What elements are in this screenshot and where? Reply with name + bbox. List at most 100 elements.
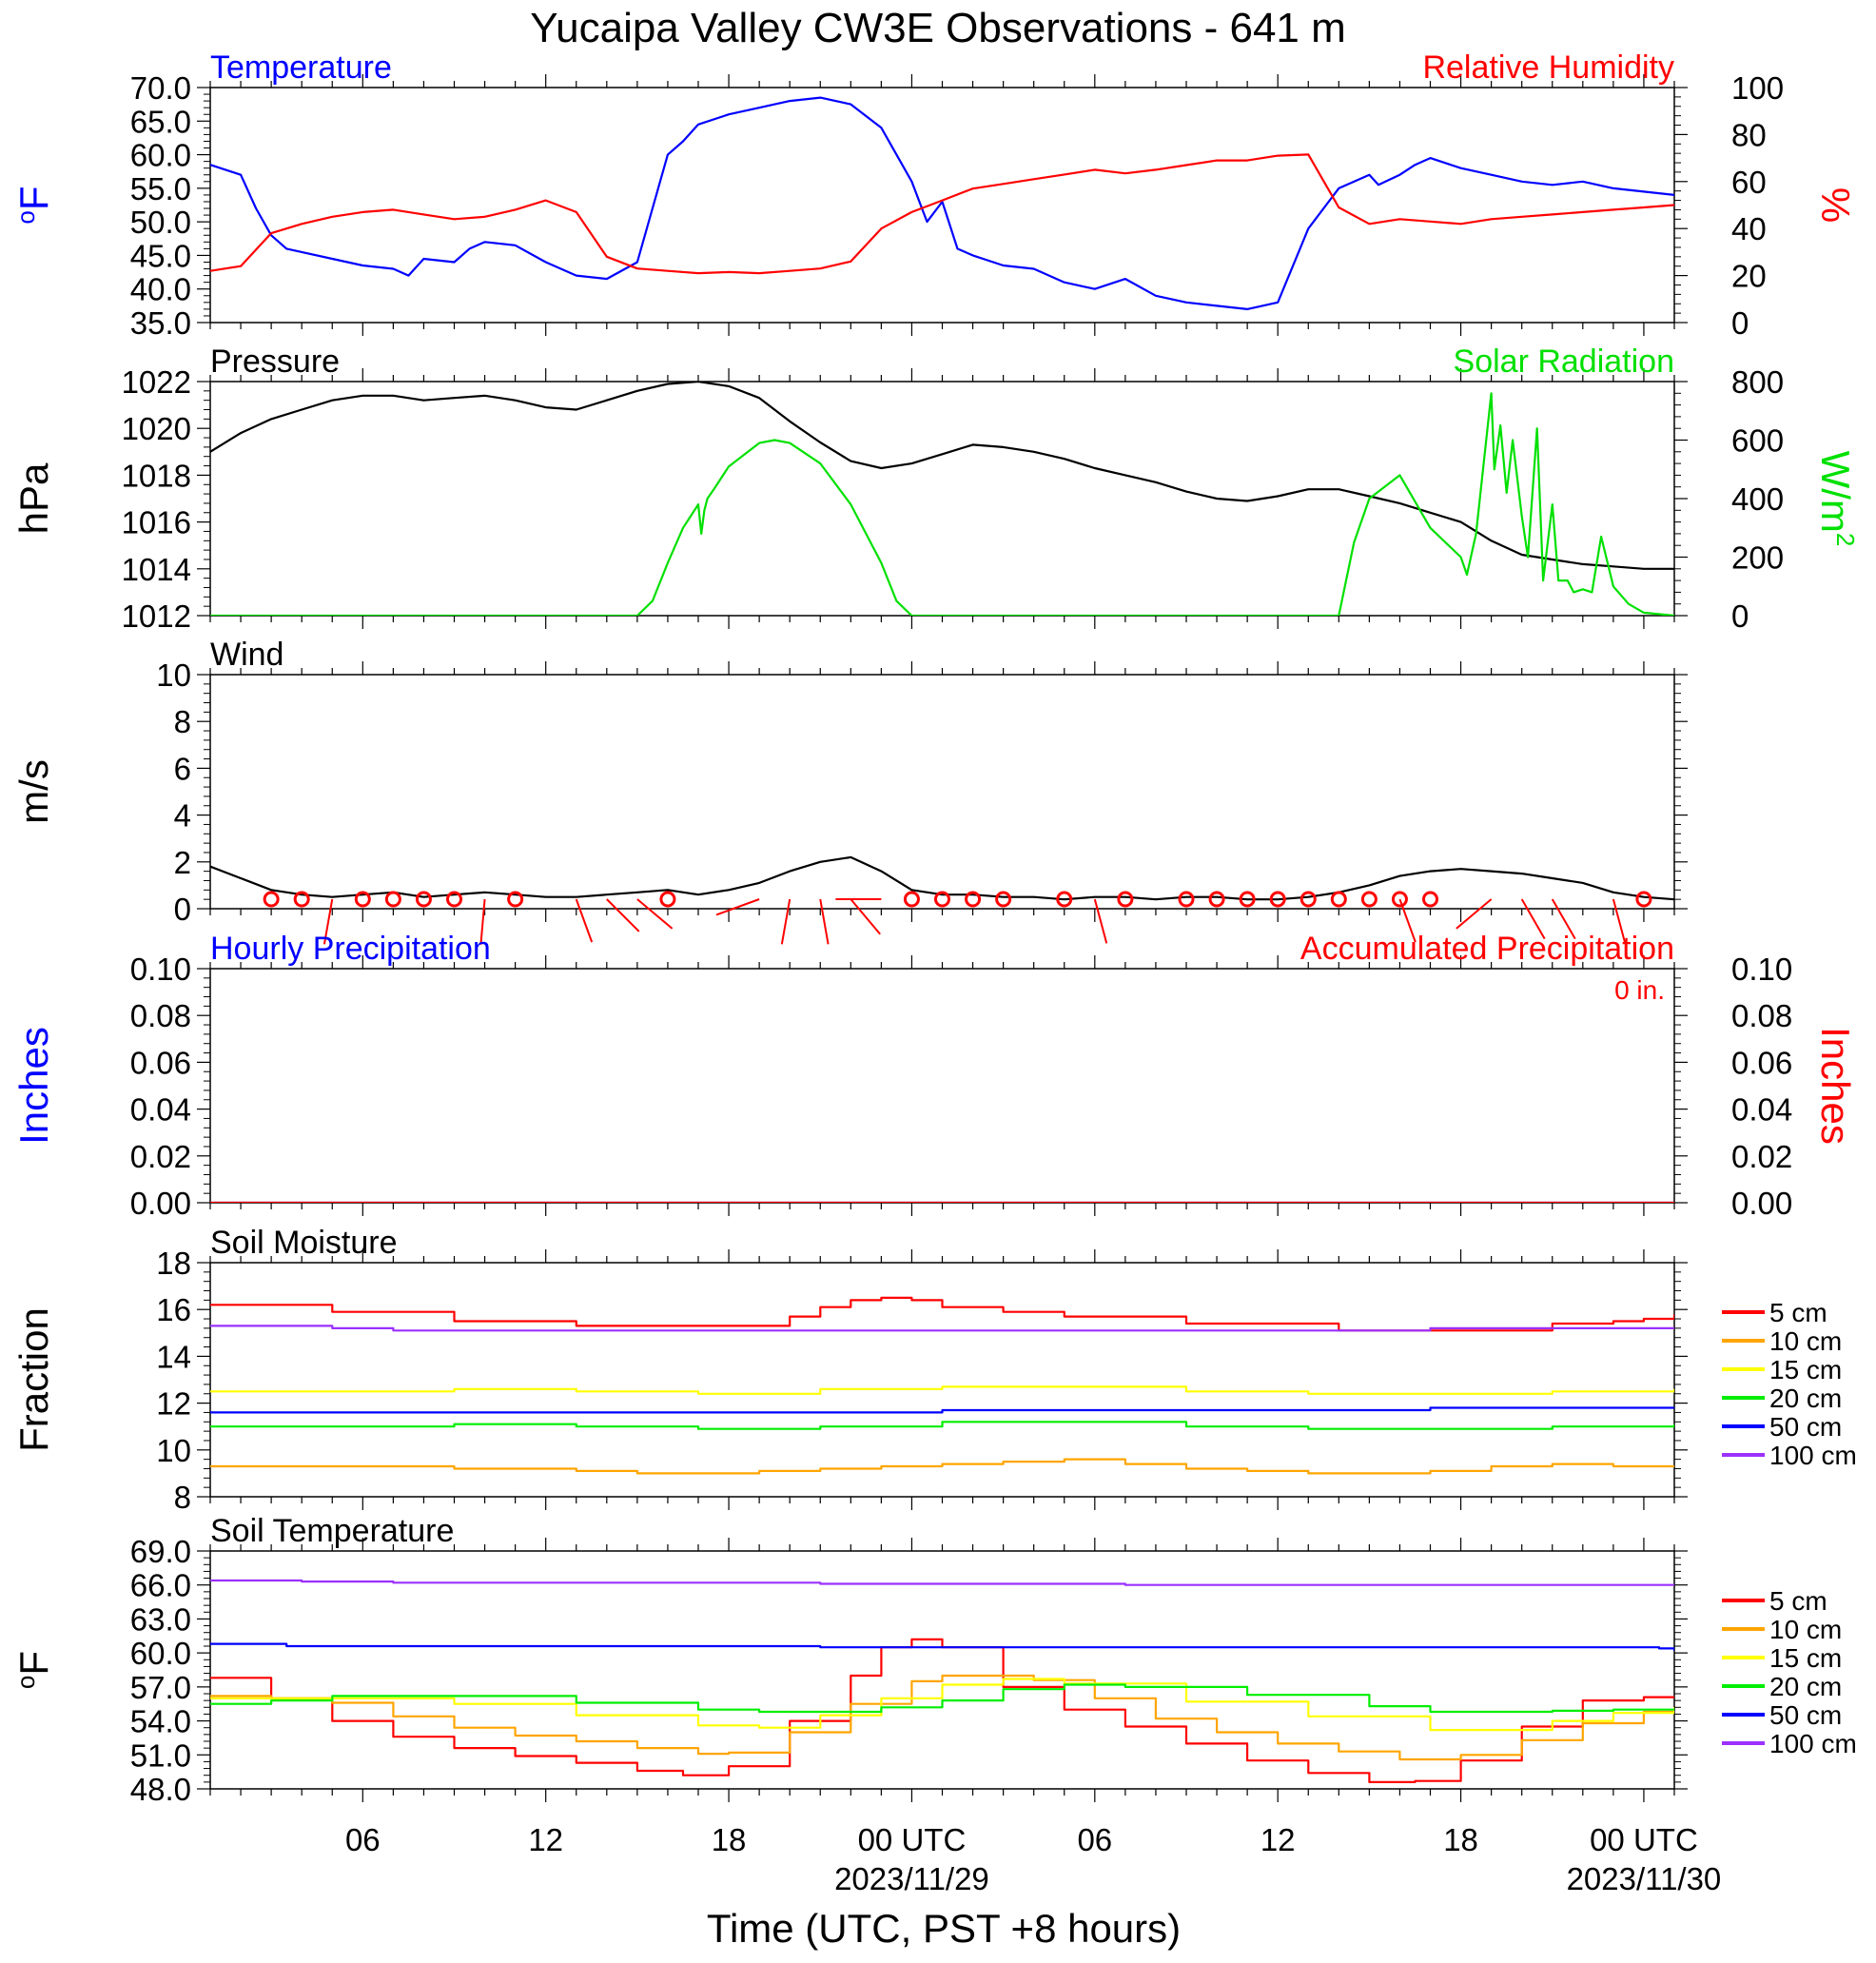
calm-wind-marker: [1056, 891, 1073, 908]
calm-wind-marker: [903, 891, 920, 908]
x-axis: 06 12 18 00 UTC 2023/11/29 06 12 18 00 UTC 2023/1…: [345, 1822, 1721, 1896]
y-tick-label: 55.0: [130, 171, 191, 206]
y-right-tick-label: 0: [1731, 305, 1749, 341]
y-tick-label: 0.02: [130, 1139, 191, 1174]
series-line-solar-radiation: [210, 392, 1674, 616]
legend-label: 10 cm: [1769, 1326, 1842, 1356]
series-line-50-cm: [210, 1406, 1674, 1414]
plot-frame: [209, 674, 1675, 910]
y-right-tick-label: 0.10: [1731, 952, 1792, 987]
panel-title-left: Pressure: [210, 344, 340, 380]
y-tick-label: 10: [156, 1433, 191, 1468]
panel-title-left: Soil Temperature: [210, 1513, 454, 1549]
series-line-50-cm: [210, 1642, 1674, 1651]
wind-barb: [606, 898, 640, 932]
panel-title-left: Hourly Precipitation: [210, 931, 491, 967]
calm-wind-marker: [507, 891, 524, 908]
panel-wind: 0 2 4 6 8 10 Wind m/s: [11, 637, 1688, 945]
panel-temperature-humidity: 35.040.045.050.055.060.065.070.0 0 20 40 60 8…: [11, 49, 1858, 341]
y-right-tick-label: 200: [1731, 540, 1784, 576]
y-axis-label-left: Inches: [11, 1027, 56, 1145]
calm-wind-marker: [1391, 891, 1408, 908]
series-line-5-cm: [210, 1296, 1674, 1332]
degree-symbol: o: [11, 210, 40, 224]
wind-barb: [575, 898, 594, 943]
wind-barb: [1456, 898, 1493, 930]
y-axis-label-left: hPa: [11, 462, 56, 534]
panel-title-right: Accumulated Precipitation: [1300, 931, 1674, 967]
y-right-tick-label: 0.00: [1731, 1186, 1792, 1221]
y-tick-label: 0.08: [130, 998, 191, 1033]
y-tick-label: 66.0: [130, 1568, 191, 1603]
series-line-15-cm: [210, 1678, 1674, 1732]
y-tick-label: 1020: [122, 411, 191, 446]
wind-barb: [1398, 898, 1417, 943]
y-tick-label: 0.06: [130, 1045, 191, 1080]
series-group: [210, 1579, 1674, 1783]
y-tick-label: 63.0: [130, 1601, 191, 1637]
legend-label: 100 cm: [1769, 1441, 1857, 1470]
wind-barb: [850, 898, 881, 935]
y-tick-label: 1018: [122, 458, 191, 493]
plot-frame: [209, 381, 1675, 617]
calm-wind-marker: [354, 891, 371, 908]
calm-wind-marker: [446, 891, 462, 908]
panel-title-left: Soil Moisture: [210, 1225, 398, 1261]
wind-barb: [1093, 898, 1108, 944]
calm-wind-marker: [965, 891, 982, 908]
y-tick-label: 0.10: [130, 952, 191, 987]
y-tick-label: 0: [174, 892, 191, 927]
y-tick-label: 54.0: [130, 1704, 191, 1739]
y-tick-label: 40.0: [130, 272, 191, 307]
legend-label: 20 cm: [1769, 1672, 1842, 1701]
wind-barb: [780, 898, 791, 945]
series-line-temperature: [210, 96, 1674, 310]
y-right-tick-label: 0: [1731, 599, 1749, 634]
series-group: [210, 855, 1674, 901]
series-line-100-cm: [210, 1325, 1674, 1332]
panel-title-left: Wind: [210, 637, 283, 673]
calm-wind-marker: [1360, 891, 1378, 908]
y-tick-label: 57.0: [130, 1670, 191, 1705]
y-tick-label: 10: [156, 658, 191, 693]
y-tick-label: 65.0: [130, 104, 191, 139]
wind-barb: [715, 898, 760, 916]
series-line-relative-humidity: [210, 153, 1674, 275]
wind-barb: [479, 898, 486, 945]
series-line-wind-speed: [210, 855, 1674, 901]
panel-precipitation: 0.00 0.02 0.04 0.06 0.08 0.10 0.00 0.02 0.04 0.06…: [11, 931, 1858, 1221]
y-tick-label: 60.0: [130, 1636, 191, 1671]
y-tick-label: 8: [174, 1480, 191, 1515]
plot-frame: [209, 968, 1675, 1204]
legend-label: 5 cm: [1769, 1298, 1827, 1327]
unit-wm: W/m: [1813, 451, 1858, 533]
y-tick-label: 35.0: [130, 305, 191, 341]
unit-f: F: [11, 186, 56, 210]
y-right-tick-label: 40: [1731, 211, 1767, 246]
calm-wind-marker: [1208, 891, 1225, 908]
series-group: [210, 1296, 1674, 1475]
x-axis-label: Time (UTC, PST +8 hours): [707, 1906, 1181, 1951]
series-line-5-cm: [210, 1638, 1674, 1783]
unit-f: F: [11, 1651, 56, 1676]
y-tick-label: 14: [156, 1339, 191, 1374]
calm-wind-marker: [384, 891, 401, 908]
panel-annotation: 0 in.: [1614, 975, 1665, 1005]
calm-wind-marker: [934, 891, 950, 908]
x-tick-label: 00 UTC: [1590, 1822, 1698, 1857]
y-axis-label-left: oF: [11, 186, 56, 224]
wind-barb: [1551, 898, 1576, 940]
panel-soil-temperature: 48.051.054.057.060.063.066.069.0 Soil Tem…: [11, 1513, 1857, 1807]
y-tick-label: 70.0: [130, 70, 191, 106]
series-line-15-cm: [210, 1385, 1674, 1395]
y-axis-label-right: W/m2: [1813, 451, 1860, 547]
x-tick-label: 18: [712, 1822, 747, 1857]
y-tick-label: 51.0: [130, 1737, 191, 1773]
calm-wind-marker: [1422, 891, 1438, 908]
series-line-100-cm: [210, 1579, 1674, 1586]
y-tick-label: 8: [174, 704, 191, 739]
x-tick-label: 18: [1443, 1822, 1478, 1857]
chart-panels: 35.040.045.050.055.060.065.070.002040608…: [11, 49, 1860, 1807]
